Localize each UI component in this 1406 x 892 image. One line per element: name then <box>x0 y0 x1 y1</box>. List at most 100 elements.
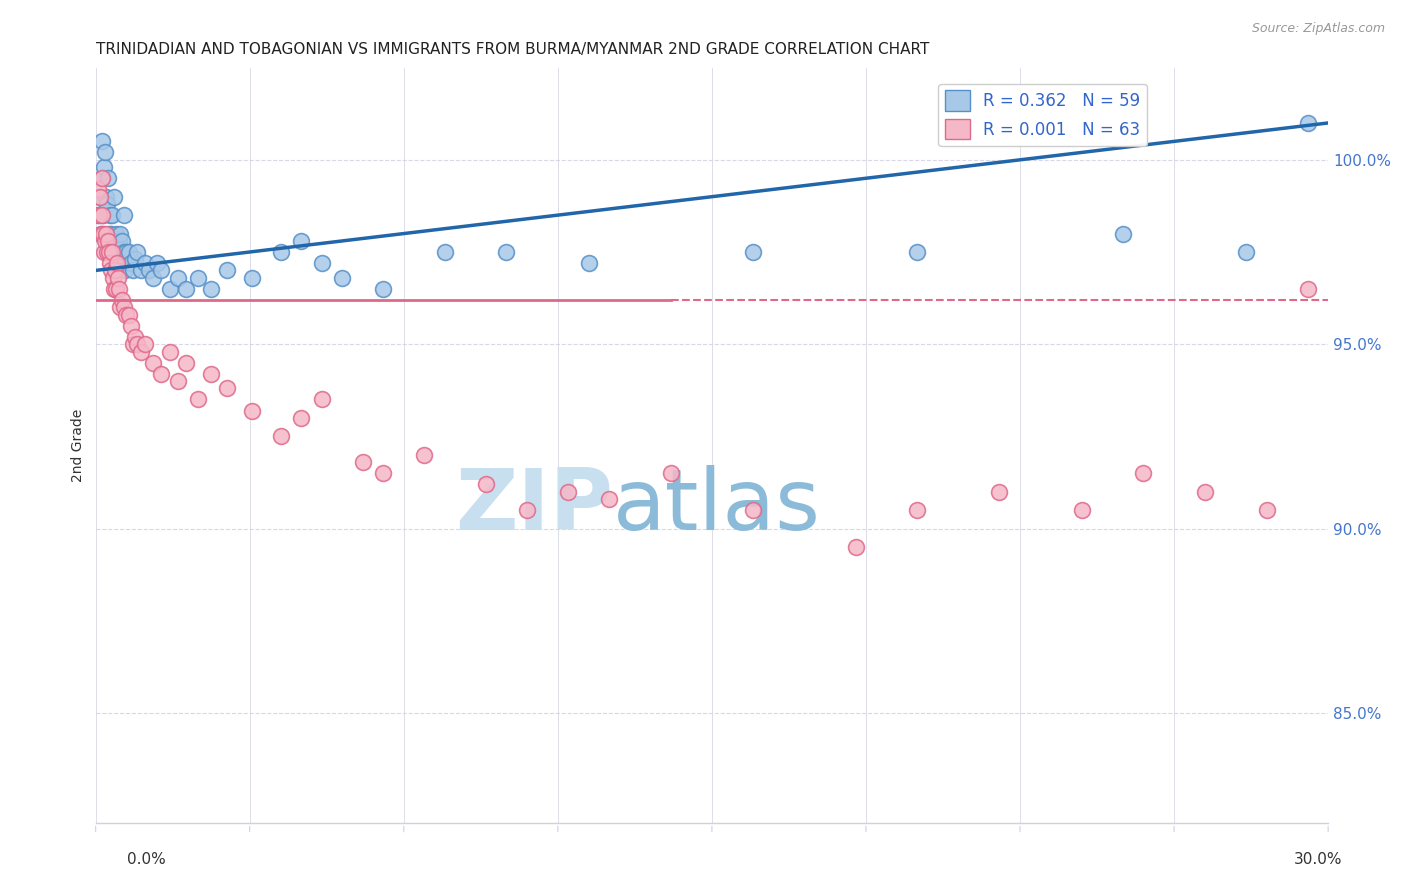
Point <box>110 301 132 315</box>
Point <box>108 282 131 296</box>
Point <box>93 145 115 160</box>
Legend: R = 0.362   N = 59, R = 0.001   N = 63: R = 0.362 N = 59, R = 0.001 N = 63 <box>938 84 1147 146</box>
Point <box>110 227 132 241</box>
Point <box>270 429 292 443</box>
Point <box>105 256 128 270</box>
Point <box>1070 503 1092 517</box>
Point <box>240 270 263 285</box>
Point <box>104 234 127 248</box>
Point <box>187 270 209 285</box>
Point <box>87 208 110 222</box>
Point <box>124 330 146 344</box>
Text: ZIP: ZIP <box>456 465 613 548</box>
Point <box>150 367 173 381</box>
Point <box>93 234 115 248</box>
Point <box>125 337 148 351</box>
Point <box>94 227 117 241</box>
Point <box>1132 467 1154 481</box>
Point <box>217 381 239 395</box>
Point <box>93 160 115 174</box>
Point <box>90 227 112 241</box>
Point <box>352 455 374 469</box>
Point <box>98 208 121 222</box>
Point <box>495 245 517 260</box>
Point <box>101 270 124 285</box>
Point <box>1296 282 1319 296</box>
Point <box>115 245 138 260</box>
Point <box>110 256 132 270</box>
Point <box>121 337 143 351</box>
Point <box>100 263 122 277</box>
Point <box>97 227 120 241</box>
Text: 0.0%: 0.0% <box>127 852 166 867</box>
Point <box>101 208 124 222</box>
Point <box>101 245 124 260</box>
Point <box>103 190 125 204</box>
Point <box>138 263 160 277</box>
Point <box>475 477 498 491</box>
Point <box>101 245 124 260</box>
Point <box>1234 245 1257 260</box>
Point <box>115 308 138 322</box>
Point <box>97 245 120 260</box>
Point <box>373 467 395 481</box>
Point <box>125 245 148 260</box>
Point <box>200 282 222 296</box>
Point <box>134 256 156 270</box>
Point <box>845 540 868 554</box>
Point <box>159 282 181 296</box>
Point <box>117 245 139 260</box>
Point <box>270 245 292 260</box>
Point <box>166 270 188 285</box>
Point <box>413 448 436 462</box>
Point <box>598 491 620 506</box>
Point <box>117 308 139 322</box>
Point <box>134 337 156 351</box>
Point <box>905 245 928 260</box>
Point <box>86 182 108 196</box>
Point <box>311 392 333 407</box>
Point <box>1256 503 1278 517</box>
Point <box>742 245 765 260</box>
Point <box>742 503 765 517</box>
Point <box>905 503 928 517</box>
Point <box>120 256 142 270</box>
Point <box>217 263 239 277</box>
Point <box>105 227 128 241</box>
Point <box>105 282 128 296</box>
Point <box>1296 116 1319 130</box>
Point <box>90 227 112 241</box>
Point <box>114 263 136 277</box>
Point <box>166 374 188 388</box>
Point <box>96 197 118 211</box>
Point <box>129 263 152 277</box>
Point <box>90 171 112 186</box>
Point <box>112 245 135 260</box>
Point <box>100 227 122 241</box>
Point <box>330 270 353 285</box>
Text: TRINIDADIAN AND TOBAGONIAN VS IMMIGRANTS FROM BURMA/MYANMAR 2ND GRADE CORRELATIO: TRINIDADIAN AND TOBAGONIAN VS IMMIGRANTS… <box>96 42 929 57</box>
Point <box>146 256 169 270</box>
Point <box>97 171 120 186</box>
Point <box>174 356 197 370</box>
Point <box>93 245 115 260</box>
Point <box>91 208 114 222</box>
Point <box>187 392 209 407</box>
Point <box>142 270 165 285</box>
Point <box>94 190 117 204</box>
Point <box>120 318 142 333</box>
Point <box>433 245 456 260</box>
Point <box>121 263 143 277</box>
Point <box>240 403 263 417</box>
Point <box>112 208 135 222</box>
Point <box>89 190 111 204</box>
Text: atlas: atlas <box>613 465 821 548</box>
Point <box>98 256 121 270</box>
Point <box>1112 227 1135 241</box>
Point <box>373 282 395 296</box>
Text: 30.0%: 30.0% <box>1295 852 1343 867</box>
Point <box>124 252 146 267</box>
Point <box>108 234 131 248</box>
Point <box>91 227 114 241</box>
Point <box>107 270 129 285</box>
